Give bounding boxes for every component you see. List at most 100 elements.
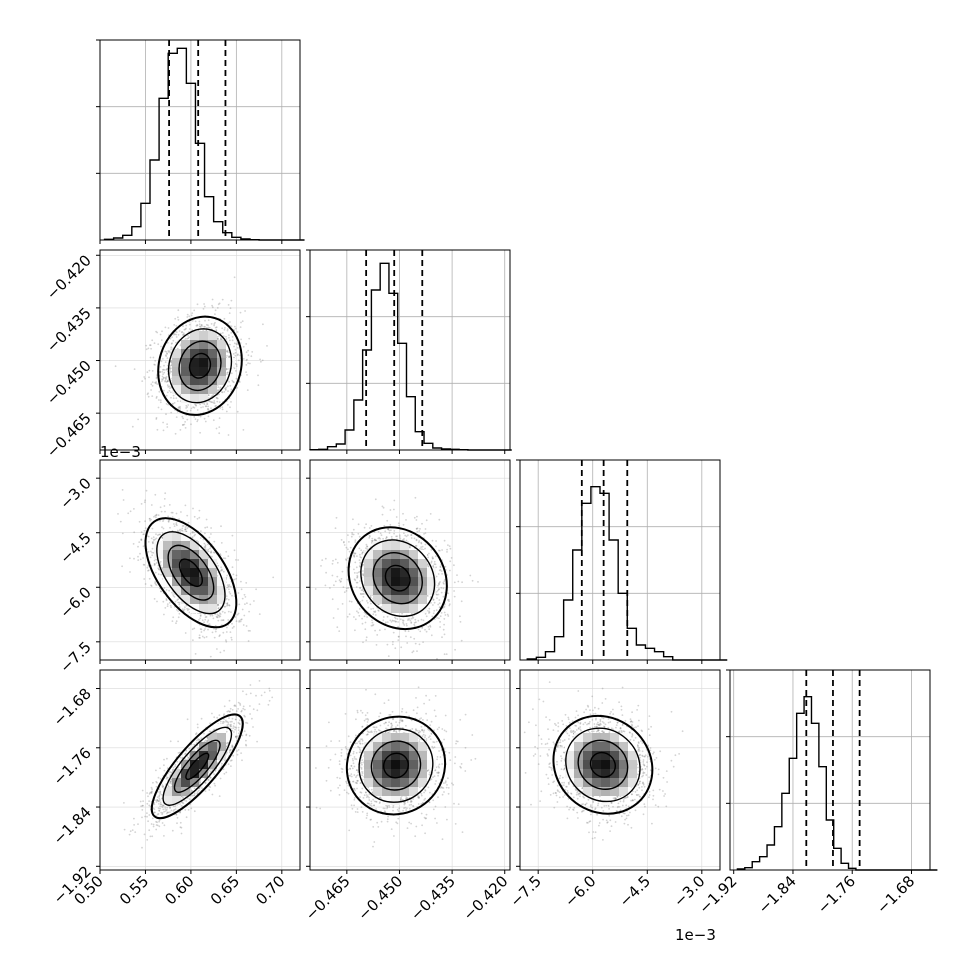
sample-point	[172, 594, 175, 597]
sample-point	[154, 581, 157, 583]
sample-point	[160, 360, 163, 363]
sample-point	[195, 404, 197, 406]
sample-point	[353, 555, 355, 557]
sample-point	[215, 329, 218, 331]
sample-point	[241, 608, 244, 611]
sample-point	[217, 389, 220, 392]
sample-point	[446, 613, 449, 616]
sample-point	[184, 526, 187, 529]
sample-point	[245, 351, 248, 354]
density-cell	[181, 394, 190, 403]
sample-point	[203, 305, 206, 308]
sample-point	[446, 599, 449, 601]
sample-point	[219, 651, 222, 654]
sample-point	[345, 587, 348, 590]
sample-point	[255, 588, 257, 591]
sample-point	[186, 607, 189, 610]
pair-panel-0-2	[99, 459, 301, 661]
sample-point	[167, 403, 170, 406]
sample-point	[200, 406, 203, 409]
density-cell	[172, 376, 181, 385]
density-cell	[181, 541, 190, 550]
sample-point	[409, 546, 412, 549]
sample-point	[224, 611, 226, 614]
sample-point	[419, 528, 421, 530]
sample-point	[147, 395, 150, 398]
sample-point	[448, 604, 451, 607]
sample-point	[359, 556, 362, 558]
sample-point	[425, 615, 428, 618]
panel-frame	[519, 459, 721, 661]
sample-point	[217, 564, 220, 567]
sample-point	[131, 425, 134, 428]
panel-frame	[99, 249, 301, 451]
sample-point	[399, 537, 402, 540]
sample-point	[235, 377, 238, 380]
sample-point	[443, 633, 446, 636]
sample-point	[228, 604, 231, 606]
sample-point	[370, 525, 373, 527]
sample-point	[353, 578, 356, 581]
density-cell	[190, 595, 199, 604]
sample-point	[361, 622, 364, 625]
density-cell	[199, 358, 208, 367]
sample-point	[460, 600, 463, 603]
sample-point	[199, 537, 202, 539]
sample-point	[224, 327, 226, 329]
sample-point	[408, 618, 411, 620]
sample-point	[443, 653, 446, 656]
sample-point	[154, 563, 156, 566]
sample-point	[231, 339, 234, 342]
sample-point	[173, 324, 176, 326]
sample-point	[154, 538, 157, 541]
density-cell	[172, 532, 181, 541]
sample-point	[141, 380, 144, 382]
sample-point	[153, 342, 156, 345]
sample-point	[385, 621, 387, 624]
sample-point	[233, 578, 236, 581]
sample-point	[215, 396, 218, 399]
sample-point	[148, 369, 151, 372]
sample-point	[394, 620, 397, 623]
sample-point	[199, 615, 202, 617]
sample-point	[210, 401, 213, 403]
sample-point	[155, 382, 157, 385]
sample-point	[143, 376, 146, 378]
sample-point	[438, 606, 441, 609]
sample-point	[372, 613, 375, 616]
sample-point	[164, 379, 167, 382]
sample-point	[175, 341, 177, 344]
sample-point	[377, 609, 380, 612]
sample-point	[453, 564, 455, 567]
sample-point	[151, 395, 154, 397]
sample-point	[214, 309, 217, 312]
sample-point	[261, 359, 264, 362]
sample-point	[217, 386, 220, 388]
sample-point	[438, 569, 441, 572]
sample-point	[146, 393, 149, 396]
sample-point	[336, 626, 339, 629]
sample-point	[422, 619, 425, 622]
sample-point	[230, 299, 233, 302]
sample-point	[426, 595, 429, 597]
sample-point	[401, 619, 404, 622]
sample-point	[207, 324, 209, 327]
sample-point	[198, 323, 201, 326]
sample-point	[374, 611, 376, 614]
sample-point	[397, 625, 399, 628]
sample-point	[244, 603, 246, 605]
sample-point	[174, 600, 177, 603]
sample-point	[469, 574, 472, 577]
density-cell	[190, 367, 199, 376]
sample-point	[166, 391, 169, 394]
sample-point	[329, 587, 331, 589]
sample-point	[363, 615, 366, 618]
contour-level-0	[188, 352, 212, 379]
sample-point	[239, 326, 242, 328]
contour-level-2	[156, 531, 226, 615]
sample-point	[205, 518, 208, 521]
contour-level-3	[157, 315, 243, 416]
density-cells	[154, 532, 226, 613]
sample-point	[155, 562, 158, 564]
sample-point	[410, 534, 413, 536]
